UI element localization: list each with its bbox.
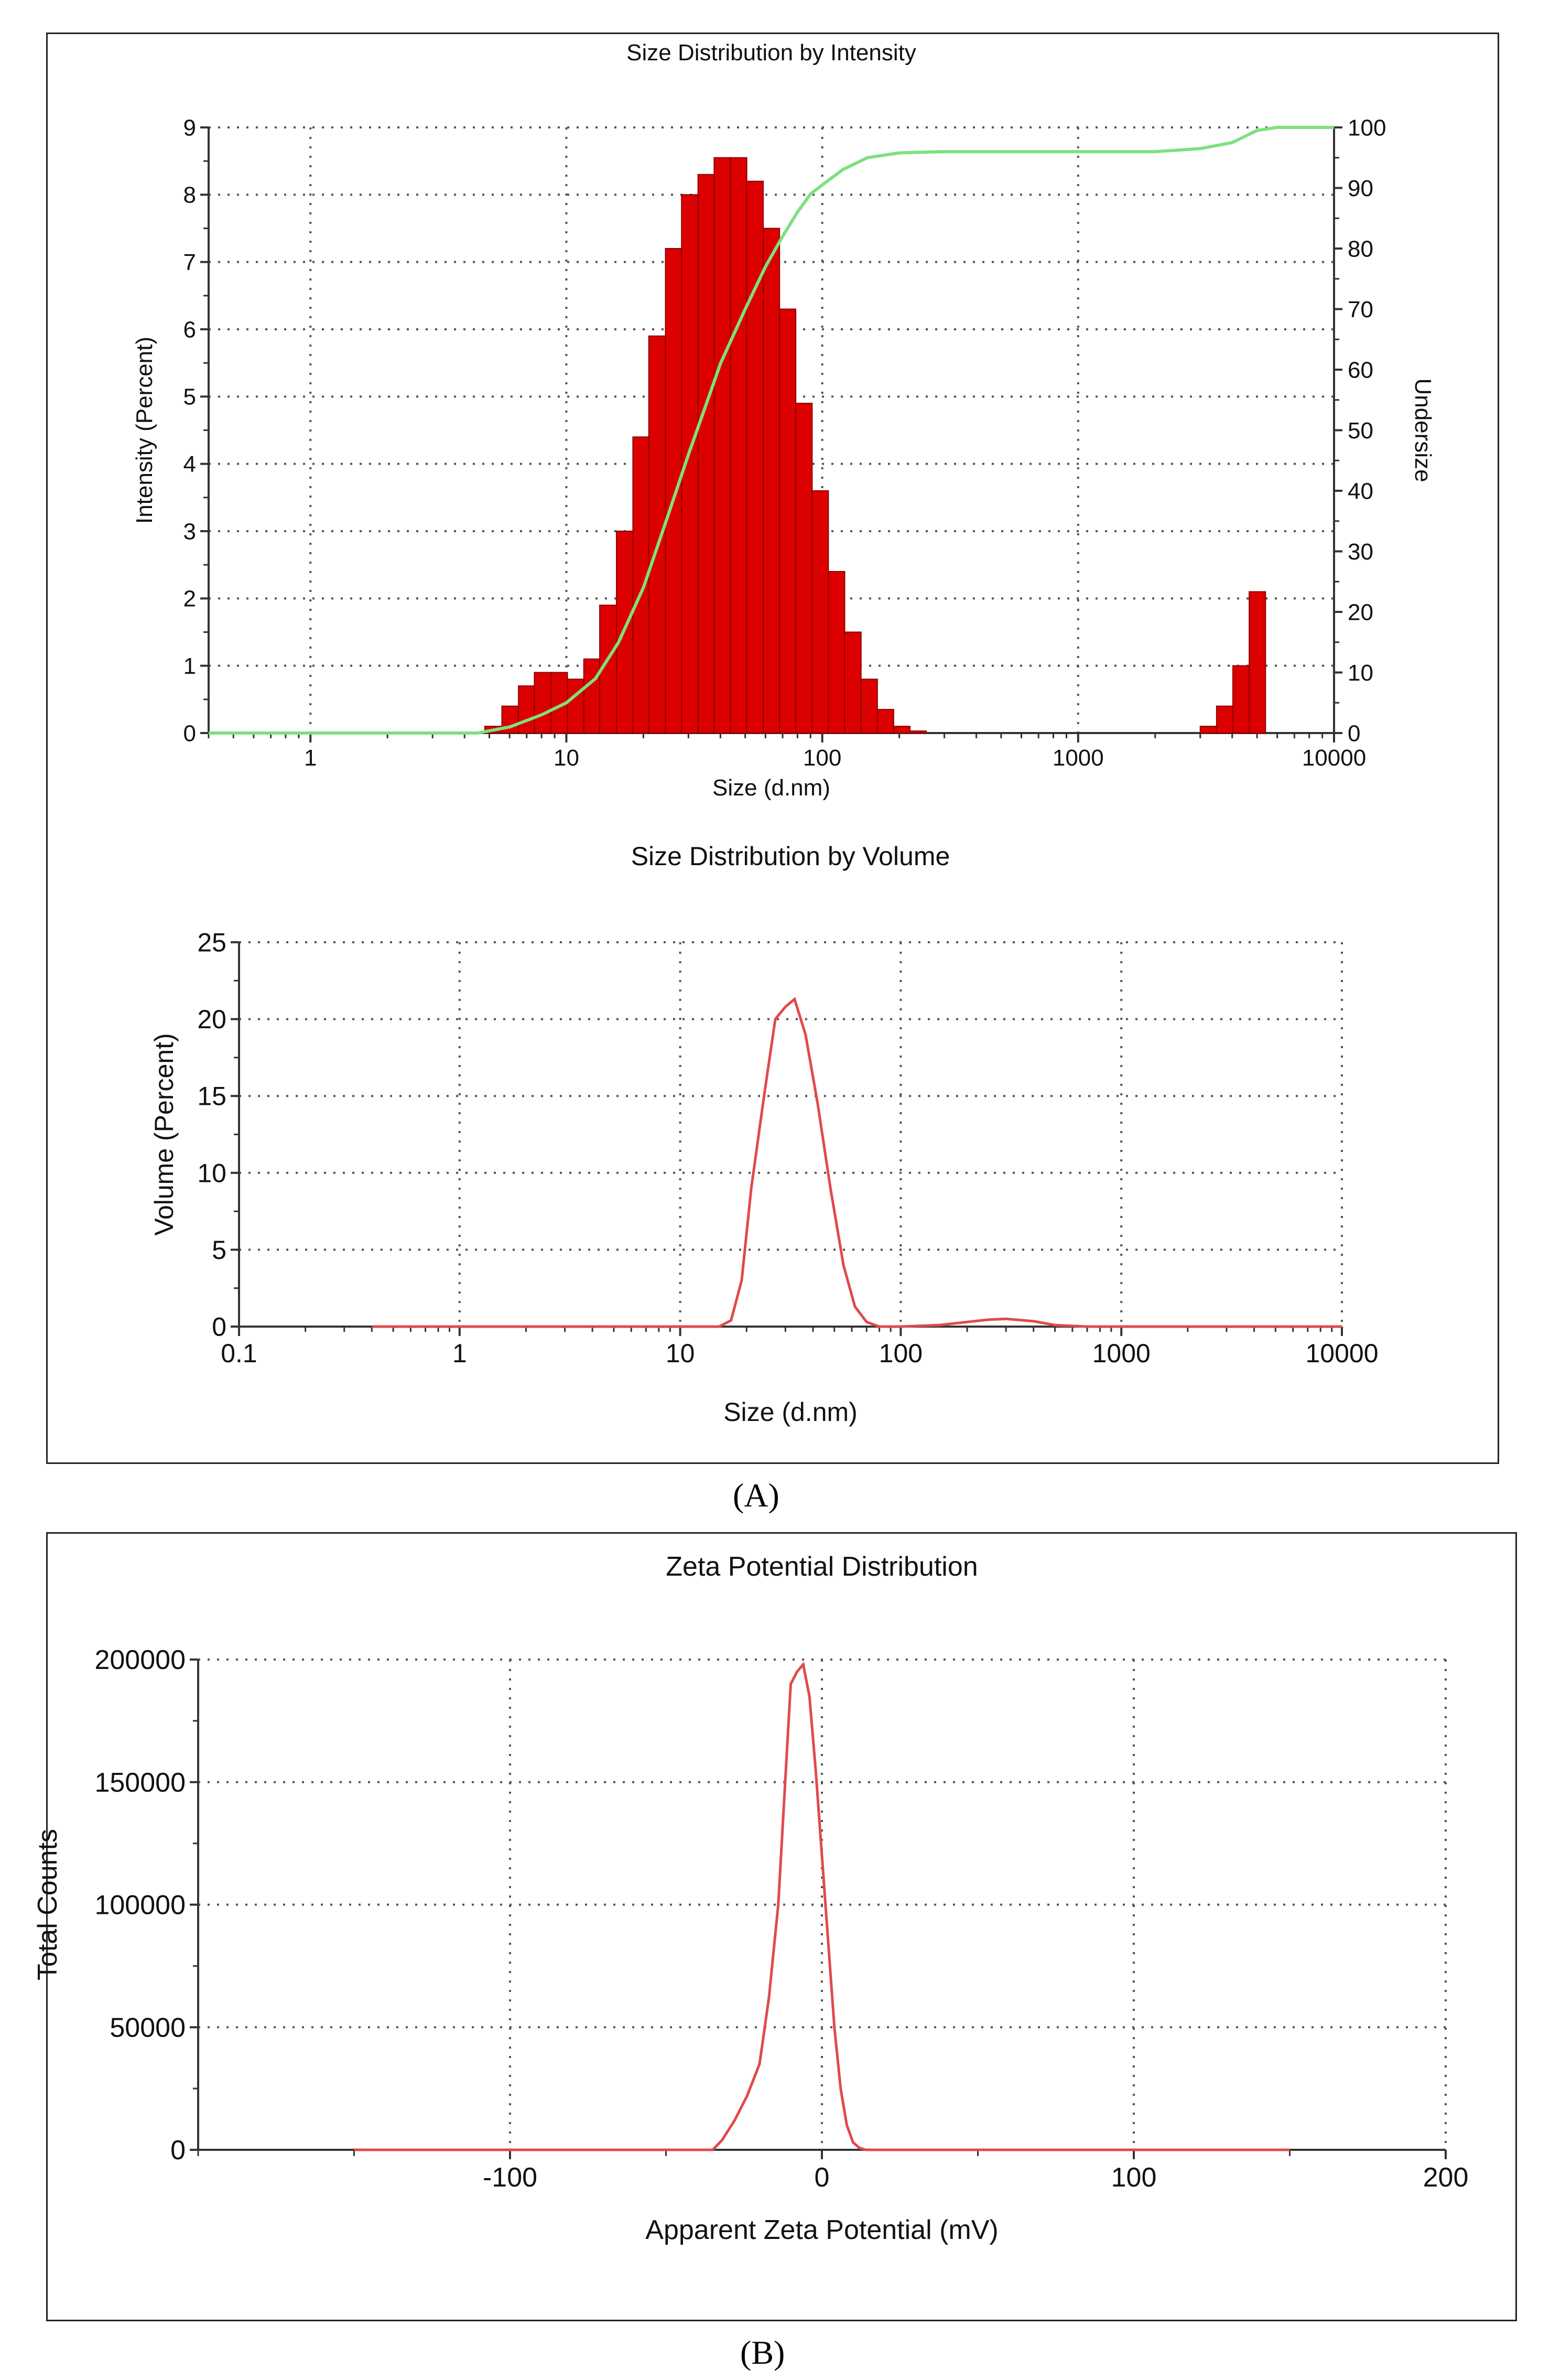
volume-x-tick-label: 1000 xyxy=(1092,1339,1151,1368)
zeta-x-tick-label: 0 xyxy=(815,2162,830,2193)
volume-y-tick-label: 20 xyxy=(197,1005,226,1034)
intensity-y-axis-label: Intensity (Percent) xyxy=(132,337,157,524)
intensity-histogram-bar xyxy=(697,174,715,734)
intensity-y-tick-label: 8 xyxy=(183,182,196,208)
intensity-y-tick-label: 9 xyxy=(183,115,196,141)
volume-x-axis-label: Size (d.nm) xyxy=(723,1397,858,1427)
intensity-histogram-bar xyxy=(730,157,747,734)
volume-y-tick-label: 5 xyxy=(212,1235,226,1265)
intensity-y-tick-label: 1 xyxy=(183,653,196,679)
zeta-y-tick-label: 50000 xyxy=(110,2012,186,2043)
intensity-y2-axis-label: Undersize xyxy=(1410,378,1436,482)
zeta-y-tick-label: 200000 xyxy=(94,1645,186,1675)
zeta-x-axis-label: Apparent Zeta Potential (mV) xyxy=(645,2215,998,2245)
intensity-y2-tick-label: 90 xyxy=(1348,176,1373,201)
volume-chart-title: Size Distribution by Volume xyxy=(631,842,950,871)
intensity-histogram-bar xyxy=(518,685,535,734)
zeta-x-tick-label: 200 xyxy=(1423,2162,1469,2193)
intensity-x-axis-label: Size (d.nm) xyxy=(712,775,830,801)
zeta-chart-title: Zeta Potential Distribution xyxy=(666,1552,978,1582)
zeta-y-tick-label: 100000 xyxy=(94,1890,186,1921)
intensity-x-tick-label: 10000 xyxy=(1302,745,1366,771)
intensity-y-tick-label: 4 xyxy=(183,451,196,477)
volume-x-tick-label: 10 xyxy=(666,1339,695,1368)
intensity-y2-tick-label: 100 xyxy=(1348,115,1386,141)
intensity-chart-title: Size Distribution by Intensity xyxy=(626,40,916,66)
intensity-y2-tick-label: 40 xyxy=(1348,478,1373,504)
volume-x-tick-label: 1 xyxy=(452,1339,467,1368)
intensity-y-tick-label: 2 xyxy=(183,586,196,612)
zeta-x-tick-label: 100 xyxy=(1111,2162,1157,2193)
intensity-histogram-bar xyxy=(1232,665,1250,734)
intensity-x-tick-label: 10 xyxy=(554,745,579,771)
volume-series-line xyxy=(372,997,1342,1328)
intensity-y2-tick-label: 20 xyxy=(1348,599,1373,625)
intensity-y-tick-label: 3 xyxy=(183,519,196,544)
intensity-histogram-bar xyxy=(811,490,829,734)
intensity-y-tick-label: 7 xyxy=(183,250,196,275)
intensity-histogram-bar xyxy=(893,726,911,734)
intensity-histogram-bar xyxy=(763,228,781,734)
volume-y-axis-label: Volume (Percent) xyxy=(149,1033,179,1235)
intensity-histogram-bar xyxy=(1199,726,1217,734)
intensity-histogram-bar xyxy=(583,658,601,734)
intensity-histogram-bar xyxy=(876,709,894,734)
panel-label-b: (B) xyxy=(740,2334,785,2371)
panel-label-a: (A) xyxy=(733,1477,779,1514)
intensity-histogram-bar xyxy=(909,730,927,734)
intensity-histogram-bar xyxy=(534,672,551,734)
volume-x-tick-label: 100 xyxy=(879,1339,923,1368)
panel-b-frame xyxy=(46,1532,1517,2321)
intensity-y-tick-label: 0 xyxy=(183,720,196,746)
intensity-y2-tick-label: 50 xyxy=(1348,418,1373,444)
intensity-y-tick-label: 6 xyxy=(183,317,196,342)
intensity-histogram-bar xyxy=(665,248,682,734)
intensity-x-tick-label: 100 xyxy=(803,745,841,771)
volume-y-tick-label: 10 xyxy=(197,1158,226,1188)
intensity-x-tick-label: 1000 xyxy=(1053,745,1104,771)
zeta-y-tick-label: 150000 xyxy=(94,1768,186,1798)
intensity-y2-tick-label: 10 xyxy=(1348,660,1373,686)
intensity-histogram-bar xyxy=(1249,591,1266,734)
volume-y-tick-label: 25 xyxy=(197,928,226,957)
intensity-histogram-bar xyxy=(828,571,846,734)
intensity-y2-tick-label: 30 xyxy=(1348,539,1373,565)
intensity-y2-tick-label: 60 xyxy=(1348,357,1373,383)
intensity-histogram-bar xyxy=(746,180,764,734)
intensity-x-tick-label: 1 xyxy=(304,745,317,771)
volume-x-tick-label: 0.1 xyxy=(221,1339,257,1368)
intensity-histogram-bar xyxy=(795,403,813,734)
intensity-histogram-bar xyxy=(567,679,584,734)
zeta-x-tick-label: -100 xyxy=(483,2162,537,2193)
volume-y-tick-label: 0 xyxy=(212,1312,226,1342)
intensity-y2-tick-label: 0 xyxy=(1348,720,1360,746)
intensity-histogram-bar xyxy=(1216,705,1234,734)
zeta-series-line xyxy=(354,1661,1290,2151)
intensity-histogram-bar xyxy=(860,679,878,734)
intensity-undersize-line xyxy=(209,126,1334,735)
zeta-y-axis-label: Total Counts xyxy=(32,1829,63,1980)
intensity-histogram-bar xyxy=(632,436,649,734)
volume-x-tick-label: 10000 xyxy=(1305,1339,1378,1368)
intensity-histogram-bar xyxy=(844,631,862,734)
zeta-y-tick-label: 0 xyxy=(170,2135,186,2166)
intensity-y-tick-label: 5 xyxy=(183,384,196,410)
intensity-y2-tick-label: 80 xyxy=(1348,236,1373,262)
intensity-y2-tick-label: 70 xyxy=(1348,297,1373,322)
intensity-histogram-bar xyxy=(779,308,797,734)
volume-y-tick-label: 15 xyxy=(197,1082,226,1111)
intensity-histogram-bar xyxy=(713,157,731,734)
intensity-histogram-bar xyxy=(648,335,666,734)
